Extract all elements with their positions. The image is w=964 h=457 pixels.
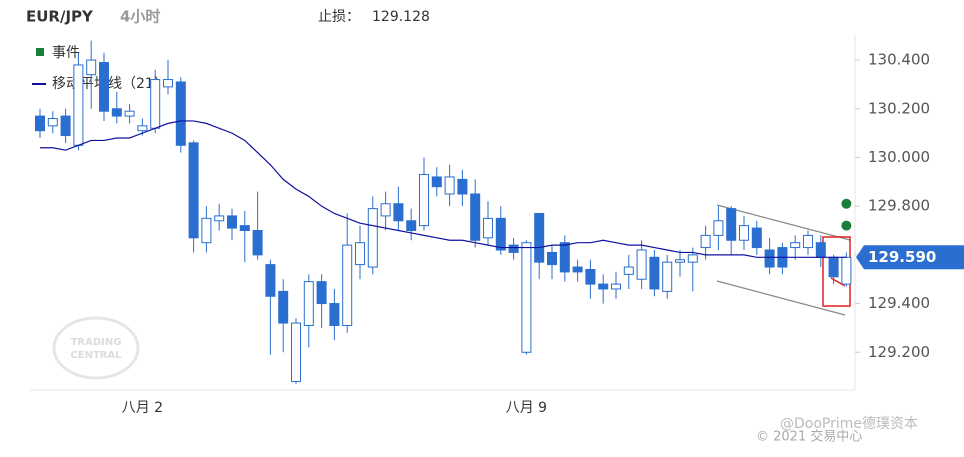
candle-body: [163, 79, 173, 88]
candle-body: [611, 283, 621, 290]
candle-body: [572, 266, 583, 273]
candle-body: [751, 227, 762, 249]
candle-body: [444, 176, 455, 195]
legend-swatch: [36, 48, 44, 56]
y-tick-label: 129.200: [868, 343, 930, 361]
candle-body: [803, 234, 813, 249]
candle-body: [828, 256, 839, 278]
candle-body: [764, 249, 775, 268]
candle-body: [355, 242, 365, 266]
stop-loss-label: 止损：: [318, 9, 360, 25]
candle-body: [790, 242, 801, 249]
candle-body: [188, 142, 199, 239]
candle-body: [726, 208, 737, 241]
event-marker: [841, 220, 852, 231]
price-tag-label: 129.590: [868, 248, 936, 266]
candle-body: [99, 62, 109, 112]
y-tick-label: 129.800: [868, 197, 930, 215]
candle-body: [470, 193, 481, 241]
candle-body: [649, 256, 660, 290]
candle-body: [521, 242, 532, 353]
candle-body: [700, 234, 711, 249]
candle-body: [73, 64, 84, 146]
candle-body: [252, 230, 263, 256]
candle-body: [508, 244, 519, 253]
candle-body: [239, 225, 250, 232]
candle-body: [367, 208, 378, 268]
candle-body: [227, 215, 237, 229]
candle-body: [406, 220, 417, 232]
candle-body: [137, 125, 148, 132]
symbol: EUR/JPY: [26, 8, 94, 26]
event-marker: [841, 198, 852, 209]
channel-line: [716, 204, 851, 241]
candle-body: [316, 281, 327, 305]
candle-body: [419, 174, 429, 227]
moving-average: [40, 120, 847, 258]
candle-body: [841, 256, 852, 285]
candle-body: [713, 220, 724, 236]
candle-body: [739, 225, 749, 241]
legend-label: 事件: [52, 45, 80, 61]
candle-body: [303, 281, 314, 326]
x-tick-label: 八月 9: [506, 400, 547, 416]
stop-loss: 129.128: [372, 9, 430, 25]
candle-body: [815, 242, 826, 258]
candle-body: [278, 290, 289, 324]
copyright: © 2021 交易中心: [756, 429, 862, 445]
credit: @DooPrime德璞资本: [780, 416, 918, 432]
candle-body: [483, 217, 493, 239]
candles: [35, 40, 852, 384]
candle-body: [495, 217, 506, 251]
price-tag: [856, 245, 964, 270]
candle-body: [431, 176, 442, 188]
candle-body: [675, 259, 685, 263]
candle-body: [150, 79, 161, 129]
candle-body: [380, 203, 391, 217]
y-tick-label: 130.400: [868, 51, 930, 69]
y-tick-label: 130.200: [868, 99, 930, 117]
candle-body: [598, 283, 609, 290]
candle-body: [124, 110, 135, 117]
candle-body: [393, 203, 404, 222]
candle-body: [35, 115, 45, 132]
candle-body: [214, 215, 225, 222]
candle-body: [687, 254, 698, 263]
candle-body: [585, 268, 596, 285]
watermark-logo: TRADING CENTRAL: [52, 316, 140, 380]
timeframe[interactable]: 4小时: [120, 8, 160, 26]
candle-body: [547, 251, 557, 266]
candle-body: [329, 303, 340, 326]
watermark-text: TRADING: [71, 337, 122, 348]
channel-line: [716, 280, 846, 316]
candle-body: [201, 217, 212, 244]
watermark-text: CENTRAL: [70, 350, 122, 361]
candle-body: [457, 178, 468, 195]
candle-body: [175, 81, 186, 146]
candle-body: [265, 264, 276, 297]
candle-body: [86, 59, 97, 76]
candle-body: [623, 266, 634, 275]
x-tick-label: 八月 2: [122, 400, 163, 416]
candle-body: [636, 249, 647, 280]
candle-body: [559, 242, 570, 273]
candle-body: [534, 212, 545, 263]
candle-body: [60, 115, 71, 137]
y-tick-label: 129.400: [868, 294, 930, 312]
candle-body: [291, 322, 301, 382]
candle-body: [111, 108, 122, 117]
y-tick-label: 130.000: [868, 148, 930, 166]
candle-body: [47, 118, 58, 127]
candle-body: [662, 261, 673, 292]
candle-body: [342, 244, 353, 326]
